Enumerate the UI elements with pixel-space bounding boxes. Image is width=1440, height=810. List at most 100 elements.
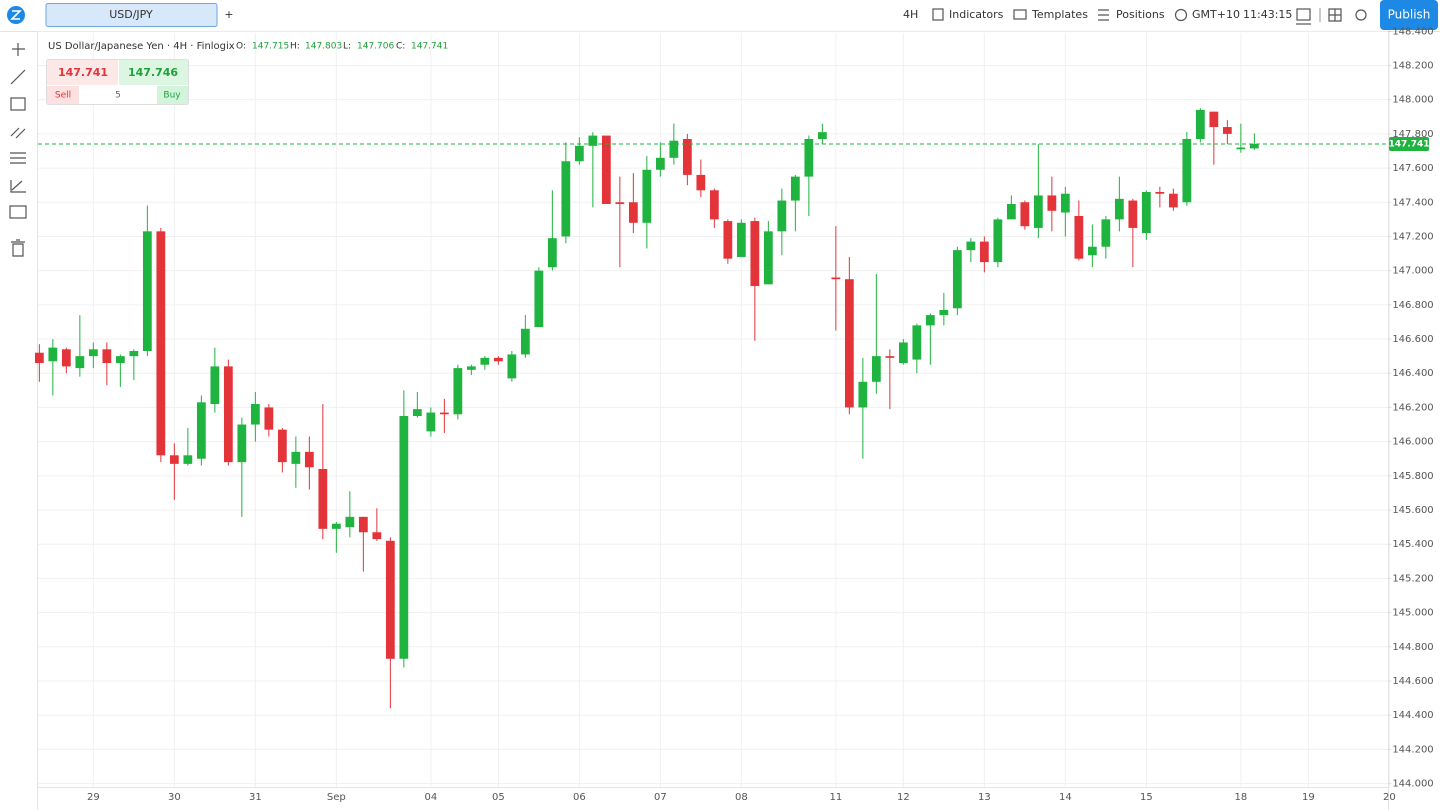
screenshot-icon[interactable] <box>1296 8 1311 21</box>
y-tick-label: 146.800 <box>1392 300 1433 311</box>
candle-body <box>939 309 949 316</box>
x-tick-label: 20 <box>1383 792 1396 803</box>
candle-body <box>1195 109 1205 140</box>
text-tool[interactable] <box>9 205 27 219</box>
candle-body <box>1020 202 1030 227</box>
last-price-label: 147.741 <box>1389 139 1430 149</box>
candle-body <box>547 238 557 268</box>
candle-body <box>399 415 409 659</box>
buy-button[interactable] <box>157 86 188 104</box>
candle-body <box>115 356 125 363</box>
candle-body <box>129 351 139 357</box>
layout-icon[interactable] <box>1328 8 1342 22</box>
publish-button[interactable] <box>1380 0 1438 30</box>
candle-body <box>952 250 962 309</box>
clock: 11:43:15 <box>1243 8 1292 21</box>
y-tick-label: 148.200 <box>1392 60 1433 71</box>
candle-body <box>1074 215 1084 259</box>
candle-body <box>1141 192 1151 234</box>
candle-body <box>372 532 382 540</box>
sell-box[interactable] <box>47 60 118 85</box>
candle-body <box>88 349 98 357</box>
globe-icon <box>1174 8 1188 22</box>
crosshair-tool[interactable] <box>12 43 25 56</box>
candle-body <box>196 402 206 459</box>
candle-body <box>345 516 355 528</box>
channel-tool[interactable] <box>10 127 26 139</box>
candle-body <box>1128 200 1138 228</box>
interval[interactable]: 4H <box>903 8 918 21</box>
x-tick-label: 05 <box>492 792 505 803</box>
timezone[interactable]: GMT+10 <box>1192 8 1240 21</box>
symbol-name: US Dollar/Japanese Yen · 4H · Finlogix <box>48 41 235 52</box>
quantity[interactable]: 5 <box>115 91 121 101</box>
buy-price: 147.746 <box>128 66 178 79</box>
y-tick-label: 144.200 <box>1392 744 1433 755</box>
sell-label: Sell <box>55 91 71 101</box>
templates[interactable]: Templates <box>1031 8 1088 21</box>
candle-body <box>331 523 341 529</box>
y-tick-label: 145.600 <box>1392 505 1433 516</box>
c-label: C: <box>396 42 405 52</box>
candle-body <box>925 315 935 326</box>
candle-body <box>426 412 436 432</box>
add-tab[interactable]: + <box>224 8 233 21</box>
candle-body <box>534 270 544 328</box>
x-tick-label: 08 <box>735 792 748 803</box>
candle-body <box>1101 219 1111 247</box>
candle-body <box>790 176 800 201</box>
plot: 144.000 144.200 144.400 144.600 144.800 145.0… <box>34 26 1434 803</box>
y-tick-label: 147.600 <box>1392 163 1433 174</box>
candle-body <box>993 219 1003 263</box>
h-value: 147.803 <box>305 42 342 52</box>
candle-body <box>912 325 922 360</box>
candle-body <box>493 357 503 362</box>
buy-box[interactable] <box>119 60 188 85</box>
positions-icon <box>1098 9 1109 21</box>
indicators-icon <box>932 8 944 21</box>
candle-body <box>480 357 490 365</box>
candle-body <box>885 356 895 358</box>
x-tick-label: 30 <box>168 792 181 803</box>
rect-tool[interactable] <box>10 97 26 111</box>
x-tick-label: 11 <box>829 792 842 803</box>
sell-price: 147.741 <box>58 66 108 79</box>
candle-body <box>142 231 152 352</box>
candle-body <box>156 231 166 456</box>
candle-body <box>763 231 773 285</box>
x-tick-label: 13 <box>978 792 991 803</box>
fib-tool[interactable] <box>10 152 26 164</box>
candle-body <box>223 366 233 463</box>
y-tick-label: 146.600 <box>1392 334 1433 345</box>
y-tick-label: 145.000 <box>1392 608 1433 619</box>
candle-body <box>439 412 449 415</box>
line-tool[interactable] <box>10 69 26 85</box>
candle-body <box>520 328 530 355</box>
symbol-tab-label: USD/JPY <box>109 8 153 21</box>
candle-body <box>561 161 571 237</box>
candle-body <box>34 352 44 363</box>
y-tick-label: 147.200 <box>1392 231 1433 242</box>
symbol-tab[interactable] <box>45 3 218 27</box>
x-tick-label: 29 <box>87 792 100 803</box>
sell-button[interactable] <box>47 86 79 104</box>
candle-body <box>1114 198 1124 220</box>
candle-body <box>466 366 476 370</box>
candle-body <box>601 135 611 204</box>
settings-icon[interactable] <box>1355 9 1367 21</box>
y-tick-label: 145.800 <box>1392 471 1433 482</box>
positions[interactable]: Positions <box>1116 8 1165 21</box>
candle-body <box>1249 143 1259 149</box>
top-bar <box>0 0 1440 31</box>
x-tick-label: Sep <box>327 792 346 803</box>
y-tick-label: 146.200 <box>1392 402 1433 413</box>
x-tick-label: 04 <box>424 792 437 803</box>
gann-tool[interactable] <box>10 180 26 193</box>
indicators[interactable]: Indicators <box>949 8 1004 21</box>
c-value: 147.741 <box>411 42 448 52</box>
candle-body <box>1236 147 1246 150</box>
delete-tool[interactable] <box>11 239 25 257</box>
candle-body <box>1182 139 1192 203</box>
x-tick-label: 15 <box>1140 792 1153 803</box>
